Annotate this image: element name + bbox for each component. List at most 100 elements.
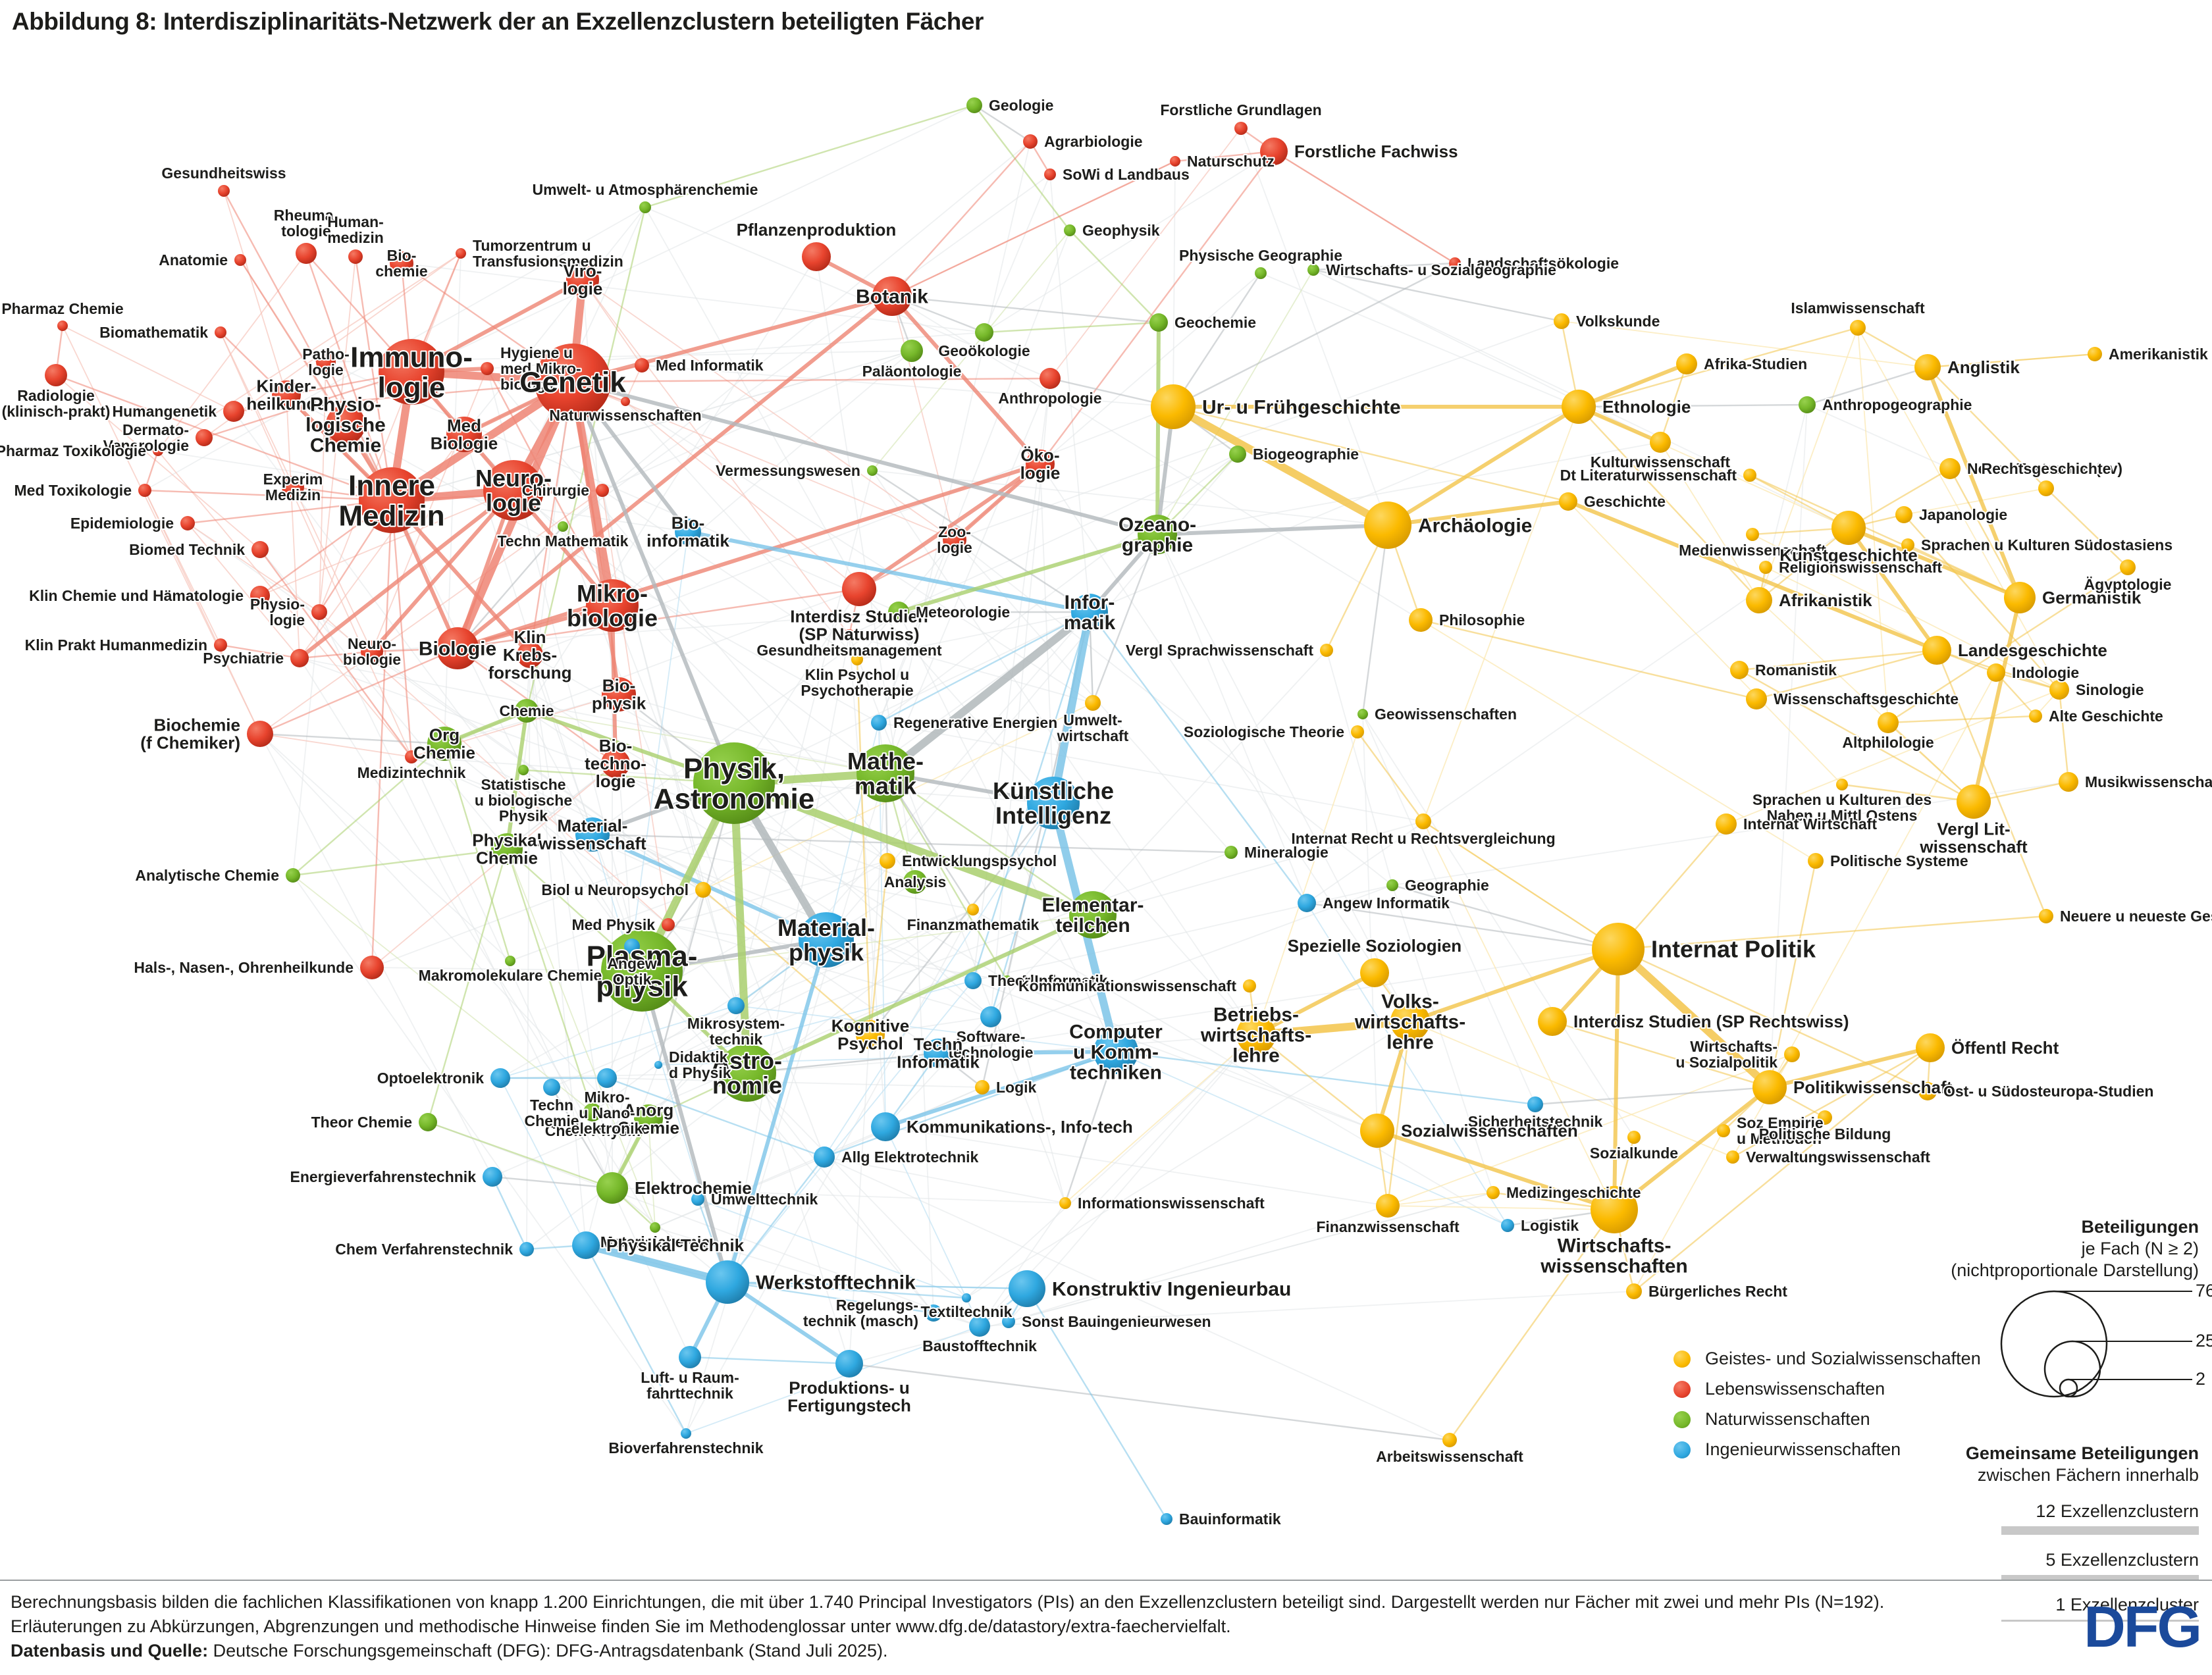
node-landschaftsökologie[interactable] xyxy=(1449,257,1461,269)
node-pharmaz-toxikologie[interactable] xyxy=(153,446,163,456)
node-anatomie[interactable] xyxy=(234,254,246,266)
node-logik[interactable] xyxy=(975,1080,989,1095)
node-informationswissenschaft[interactable] xyxy=(1059,1197,1071,1209)
node-chirurgie[interactable] xyxy=(596,484,609,497)
node-islamwissenschaft[interactable] xyxy=(1850,320,1866,336)
node-logistik[interactable] xyxy=(1501,1219,1514,1232)
node-medizintechnik[interactable] xyxy=(405,750,418,763)
node-entwicklungspsychol[interactable] xyxy=(880,853,895,869)
node-optoelektronik[interactable] xyxy=(490,1068,510,1088)
node-naturschutz[interactable] xyxy=(1170,156,1180,167)
node-internat-recht-u-rechtsvergleichung[interactable] xyxy=(1415,813,1431,829)
node-dt-literaturwissenschaft[interactable] xyxy=(1743,469,1756,482)
node-wirtschafts-u-sozialgeographie[interactable] xyxy=(1307,264,1319,276)
node-geschichte[interactable] xyxy=(1559,492,1577,511)
node-kognitive-psychol[interactable] xyxy=(856,1020,885,1049)
node-chem-physik[interactable] xyxy=(583,1103,602,1121)
node-konstruktiv-ingenieurbau[interactable] xyxy=(1009,1270,1045,1307)
node-biomed-technik[interactable] xyxy=(251,541,269,558)
node-religionswissenschaft[interactable] xyxy=(1759,561,1772,574)
node-elementarteilchen[interactable] xyxy=(1069,891,1117,939)
node-anthropogeographie[interactable] xyxy=(1799,396,1816,413)
node-ozeanographie[interactable] xyxy=(1138,515,1177,554)
node-softwaretechnologie[interactable] xyxy=(980,1006,1001,1027)
node-hals-nasen-ohrenheilkunde[interactable] xyxy=(360,956,384,979)
node-finanzmathematik[interactable] xyxy=(967,904,979,915)
node-wirtschafts-u-sozialpolitik[interactable] xyxy=(1784,1046,1800,1062)
node-klin-psychol-u-psychotherapie[interactable] xyxy=(851,654,863,665)
node-regelungstechnik-masch[interactable] xyxy=(925,1304,942,1322)
node-makromolekulare-chemie[interactable] xyxy=(505,956,515,966)
node-geoökologie[interactable] xyxy=(975,323,993,342)
node-theor-informatik[interactable] xyxy=(964,972,982,989)
node-innere-medizin[interactable] xyxy=(359,467,425,533)
node-rheumatologie[interactable] xyxy=(296,243,317,264)
node-luft-u-raumfahrttechnik[interactable] xyxy=(679,1346,701,1368)
node-musikwissenschaft[interactable] xyxy=(2059,772,2078,792)
node-botanik[interactable] xyxy=(872,276,912,316)
node-physikal-technik[interactable] xyxy=(572,1231,600,1259)
node-chem-verfahrenstechnik[interactable] xyxy=(519,1242,534,1256)
node-produktions-u-fertigungstech[interactable] xyxy=(835,1350,863,1378)
node-techn-chemie[interactable] xyxy=(543,1079,560,1096)
node-energieverfahrenstechnik[interactable] xyxy=(483,1167,502,1187)
node-mathematik[interactable] xyxy=(856,744,914,802)
node-kommunikationswissenschaft[interactable] xyxy=(1243,979,1256,992)
node-computer-u-kommtechniken[interactable] xyxy=(1093,1029,1138,1074)
node-volkskunde[interactable] xyxy=(1554,313,1569,329)
node-tumorzentrum-u-transfusionsmedizin[interactable] xyxy=(456,248,466,259)
node-neurobiologie[interactable] xyxy=(361,640,383,663)
node-künstliche-intelligenz[interactable] xyxy=(1027,777,1080,829)
node-spezielle-soziologien[interactable] xyxy=(1360,958,1389,987)
node-dermato-venerologie[interactable] xyxy=(196,429,213,446)
node-biol-u-neuropsychol[interactable] xyxy=(695,882,711,898)
node-umwelttechnik[interactable] xyxy=(691,1193,704,1206)
node-biomathematik[interactable] xyxy=(215,326,226,338)
node-romanistik[interactable] xyxy=(1730,661,1749,679)
node-anthropologie[interactable] xyxy=(1040,368,1061,389)
node-ethnologie[interactable] xyxy=(1562,390,1596,424)
node-internat-wirtschaft[interactable] xyxy=(1716,813,1737,835)
node-wirtschaftswissenschaften[interactable] xyxy=(1591,1186,1638,1233)
node-klin-krebsforschung[interactable] xyxy=(517,642,543,668)
node-techn-informatik[interactable] xyxy=(924,1039,953,1068)
node-kulturwissenschaft[interactable] xyxy=(1650,432,1671,453)
node-epidemiologie[interactable] xyxy=(180,516,195,530)
node-ökologie[interactable] xyxy=(1026,450,1055,478)
node-sozialkunde[interactable] xyxy=(1627,1131,1641,1144)
node-geophysik[interactable] xyxy=(1064,224,1076,236)
node-afrika-studien[interactable] xyxy=(1676,353,1697,374)
node-physik-astronomie[interactable] xyxy=(693,742,775,824)
node-ur-u-frühgeschichte[interactable] xyxy=(1151,384,1196,429)
node-finanzwissenschaft[interactable] xyxy=(1376,1194,1400,1218)
node-materialphysik[interactable] xyxy=(799,912,854,967)
node-chemie[interactable] xyxy=(515,699,539,723)
node-germanistik[interactable] xyxy=(2004,582,2036,613)
node-med-informatik[interactable] xyxy=(635,358,649,373)
node-biophysik[interactable] xyxy=(602,677,636,711)
node-klin-chemie-und-hämatologie[interactable] xyxy=(250,586,270,606)
node-genetik[interactable] xyxy=(535,344,611,420)
node-altphilologie[interactable] xyxy=(1878,712,1899,733)
node-mikrosystemtechnik[interactable] xyxy=(727,997,745,1014)
node-physische-geographie[interactable] xyxy=(1255,267,1267,279)
node-philosophie[interactable] xyxy=(1409,608,1433,632)
node-sprachen-u-kulturen-südostasiens[interactable] xyxy=(1901,538,1914,552)
node-kinderheilkunde[interactable] xyxy=(272,380,301,409)
node-neues-testament-ev[interactable] xyxy=(1939,458,1961,479)
node-neuere-u-neueste-geschichte[interactable] xyxy=(2039,909,2053,923)
node-angew-optik[interactable] xyxy=(624,939,640,954)
node-kunstgeschichte[interactable] xyxy=(1831,511,1866,545)
node-astronomie[interactable] xyxy=(718,1044,776,1102)
node-textiltechnik[interactable] xyxy=(962,1293,971,1302)
node-alte-geschichte[interactable] xyxy=(2029,709,2042,723)
node-volkswirtschaftslehre[interactable] xyxy=(1390,1002,1430,1041)
node-ägyptologie[interactable] xyxy=(2120,559,2136,575)
node-anglistik[interactable] xyxy=(1914,354,1941,380)
node-verwaltungswissenschaft[interactable] xyxy=(1726,1150,1739,1164)
node-interdisz-studien-sp-naturwiss[interactable] xyxy=(842,572,876,606)
node-baustofftechnik[interactable] xyxy=(969,1316,990,1337)
node-vergl-lit-wissenschaft[interactable] xyxy=(1957,785,1991,819)
node-immunologie[interactable] xyxy=(379,339,444,405)
node-analysis[interactable] xyxy=(903,870,927,894)
